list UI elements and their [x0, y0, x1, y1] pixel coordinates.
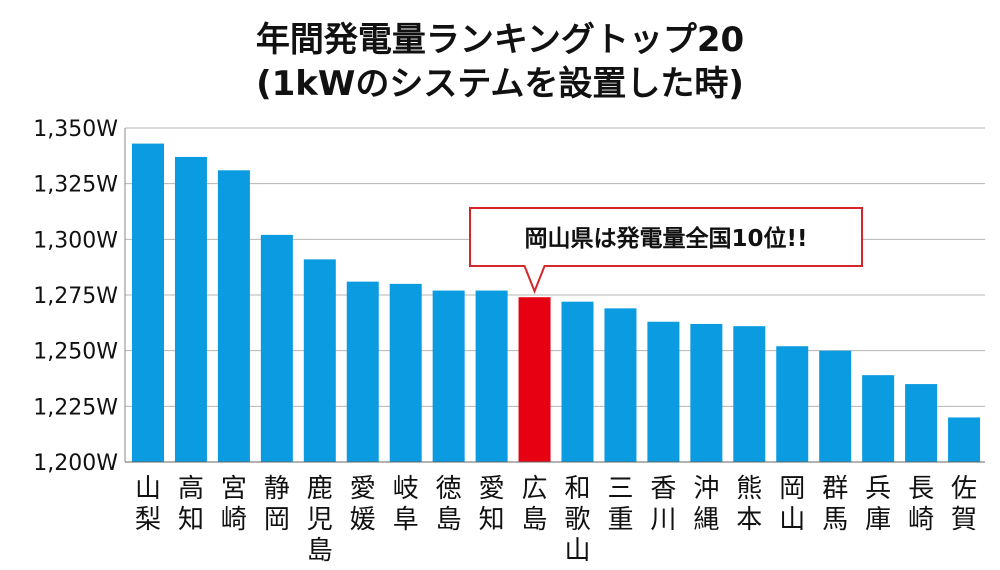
x-tick-label: 三重: [607, 474, 633, 535]
bar: [346, 281, 379, 462]
bar: [432, 290, 465, 462]
x-tick-label: 群馬: [822, 474, 848, 535]
x-tick-label: 宮崎: [221, 474, 247, 535]
y-tick-label: 1,250W: [33, 340, 118, 365]
x-tick-label: 熊本: [736, 474, 762, 535]
bar: [604, 308, 637, 462]
x-tick-label: 鹿児島: [307, 474, 333, 566]
x-tick-label: 和歌山: [564, 474, 590, 566]
y-tick-label: 1,275W: [33, 284, 118, 309]
bar: [862, 375, 895, 462]
x-tick-label: 沖縄: [693, 474, 719, 535]
x-tick-label: 長崎: [908, 474, 934, 535]
y-tick-label: 1,200W: [33, 451, 118, 476]
bar: [303, 259, 336, 462]
x-tick-label: 香川: [650, 474, 676, 535]
bar: [518, 297, 551, 462]
x-tick-label: 山梨: [135, 474, 161, 535]
x-tick-label: 高知: [178, 474, 204, 535]
bar: [217, 170, 250, 462]
bar: [819, 350, 852, 462]
x-tick-label: 岡山: [779, 474, 805, 535]
y-tick-label: 1,225W: [33, 395, 118, 420]
bar: [948, 417, 981, 462]
bar: [690, 323, 723, 462]
bar: [475, 290, 508, 462]
x-tick-label: 兵庫: [865, 474, 891, 535]
x-tick-label: 岐阜: [393, 474, 419, 535]
bar: [733, 326, 766, 462]
bar: [132, 143, 164, 462]
x-tick-label: 愛媛: [350, 474, 376, 535]
x-tick-label: 愛知: [479, 474, 505, 535]
annotation-text: 岡山県は発電量全国10位!!: [525, 225, 808, 252]
x-tick-label: 静岡: [264, 474, 290, 535]
bar: [776, 346, 809, 462]
bar: [905, 384, 938, 462]
bar: [260, 234, 293, 462]
chart-title: 年間発電量ランキングトップ20: [255, 20, 745, 60]
bar: [389, 283, 422, 462]
y-tick-label: 1,300W: [33, 228, 118, 253]
bar: [647, 321, 680, 462]
bar: [174, 156, 207, 463]
y-tick-label: 1,325W: [33, 173, 118, 198]
y-tick-label: 1,350W: [33, 117, 118, 142]
x-tick-label: 佐賀: [951, 474, 977, 535]
x-tick-label: 徳島: [436, 474, 462, 535]
x-tick-label: 広島: [522, 474, 548, 535]
chart-subtitle: (1kWのシステムを設置した時): [256, 64, 744, 104]
bar: [561, 301, 594, 462]
annotation-callout: [469, 207, 863, 294]
